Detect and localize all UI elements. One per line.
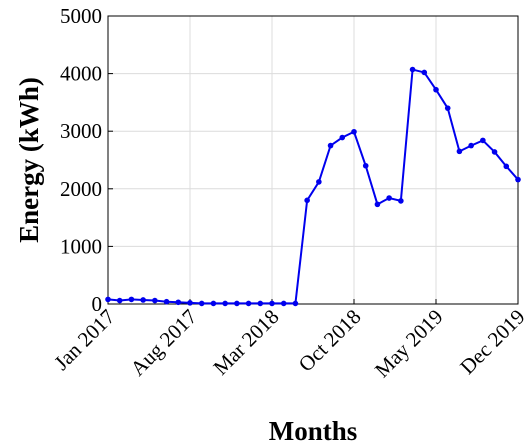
point xyxy=(269,300,275,307)
point xyxy=(105,296,111,303)
point xyxy=(140,297,146,303)
x-tick-label: Oct 2018 xyxy=(294,305,366,377)
point xyxy=(503,163,510,170)
x-tick-label: Jan 2017 xyxy=(49,305,119,375)
plot-area xyxy=(108,16,518,304)
x-tick-label: May 2019 xyxy=(370,305,448,383)
y-tick-label: 2000 xyxy=(60,177,102,201)
point xyxy=(456,148,463,155)
point xyxy=(198,300,205,307)
point xyxy=(210,300,217,307)
point xyxy=(163,298,170,305)
point xyxy=(386,195,392,201)
point xyxy=(234,300,240,307)
point xyxy=(245,300,252,307)
point xyxy=(339,134,346,141)
point xyxy=(374,201,381,208)
point xyxy=(152,297,158,304)
point xyxy=(362,162,369,169)
point xyxy=(304,197,310,204)
point xyxy=(222,300,228,307)
x-tick-label: Aug 2017 xyxy=(126,305,202,381)
y-tick-label: 3000 xyxy=(60,119,102,143)
point xyxy=(515,176,521,183)
y-axis-label: Energy (kWh) xyxy=(14,77,44,243)
point xyxy=(480,137,486,144)
plot-frame xyxy=(107,15,519,305)
x-tick-label: Mar 2018 xyxy=(208,305,283,380)
point xyxy=(128,296,135,303)
point xyxy=(292,300,299,307)
point xyxy=(327,142,334,149)
x-axis-label: Months xyxy=(269,416,358,446)
y-tick-label: 5000 xyxy=(60,4,102,28)
point xyxy=(433,86,439,93)
point xyxy=(421,69,428,76)
point xyxy=(491,149,498,155)
y-tick-label: 4000 xyxy=(60,62,102,86)
point xyxy=(444,105,451,111)
y-tick-label: 1000 xyxy=(60,234,102,258)
point xyxy=(351,128,357,135)
point xyxy=(316,179,322,185)
point xyxy=(280,300,287,307)
y-tick-label: 0 xyxy=(92,292,103,316)
point xyxy=(409,66,416,73)
point xyxy=(257,300,264,307)
point xyxy=(116,297,123,304)
x-tick-label: Dec 2019 xyxy=(455,305,529,379)
point xyxy=(468,142,474,149)
point xyxy=(398,198,404,204)
point xyxy=(175,299,182,306)
point xyxy=(187,300,193,306)
